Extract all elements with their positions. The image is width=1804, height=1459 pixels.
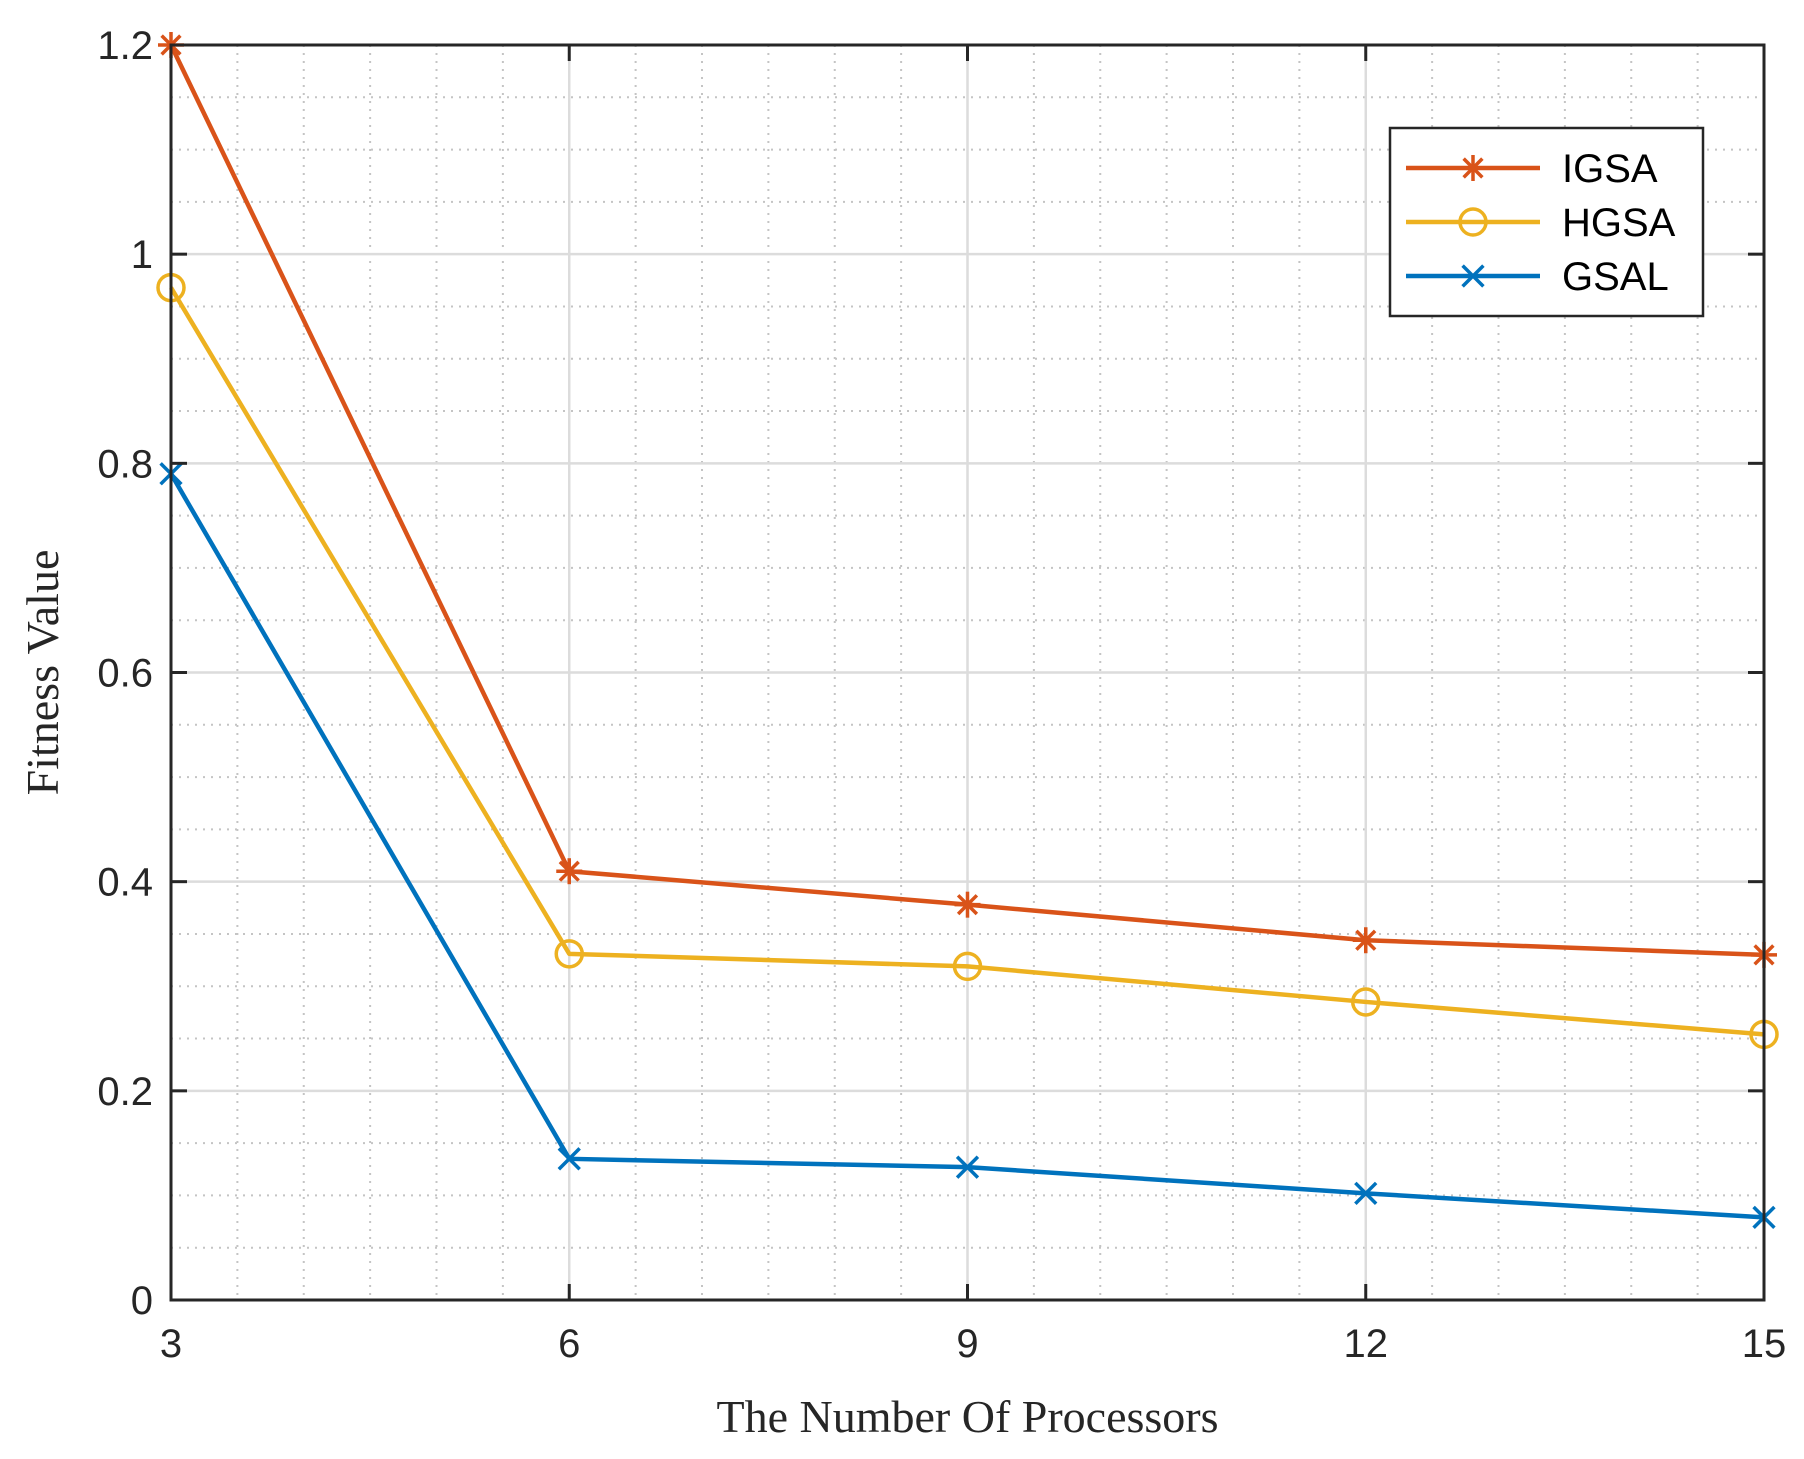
x-marker <box>1354 1181 1378 1205</box>
circle-marker <box>1458 207 1488 237</box>
legend-label: GSAL <box>1562 255 1669 299</box>
x-tick-label: 15 <box>1742 1322 1787 1366</box>
x-tick-label: 3 <box>160 1322 182 1366</box>
x-tick-label: 9 <box>956 1322 978 1366</box>
legend: IGSA HGSA GSAL <box>1388 126 1705 318</box>
legend-item-gsal: GSAL <box>1406 255 1669 299</box>
y-tick-label: 0.8 <box>97 442 153 486</box>
legend-label: HGSA <box>1562 201 1676 245</box>
y-tick-label: 1.2 <box>97 24 153 68</box>
legend-label: IGSA <box>1562 147 1658 191</box>
asterisk-marker <box>1352 927 1379 954</box>
y-tick-label: 1 <box>131 233 153 277</box>
asterisk-marker <box>556 858 583 885</box>
circle-marker <box>1351 987 1381 1017</box>
x-marker <box>557 1147 581 1171</box>
asterisk-marker <box>1460 155 1486 181</box>
major-grid <box>171 45 1764 1300</box>
circle-marker <box>554 939 584 969</box>
y-tick-labels: 0 0.2 0.4 0.6 0.8 1 1.2 <box>97 24 153 1323</box>
y-tick-label: 0 <box>131 1279 153 1323</box>
circle-marker <box>952 951 983 982</box>
y-axis-title: Fitness Value <box>17 550 68 796</box>
y-tick-label: 0.2 <box>97 1070 153 1114</box>
axis-ticks <box>169 43 1766 1302</box>
x-tick-label: 6 <box>558 1322 580 1366</box>
asterisk-marker <box>954 891 981 918</box>
series-line-hgsa <box>169 286 1765 1037</box>
legend-item-igsa: IGSA <box>1406 147 1658 191</box>
legend-item-hgsa: HGSA <box>1406 201 1676 245</box>
series-hgsa <box>156 272 1779 1050</box>
x-tick-label: 12 <box>1344 1322 1389 1366</box>
x-marker <box>955 1155 980 1179</box>
y-tick-label: 0.6 <box>97 652 153 696</box>
y-tick-label: 0.4 <box>97 861 153 905</box>
x-marker <box>1461 264 1485 288</box>
x-axis-title: The Number Of Processors <box>716 1391 1218 1442</box>
x-tick-labels: 3 6 9 12 15 <box>160 1322 1786 1366</box>
